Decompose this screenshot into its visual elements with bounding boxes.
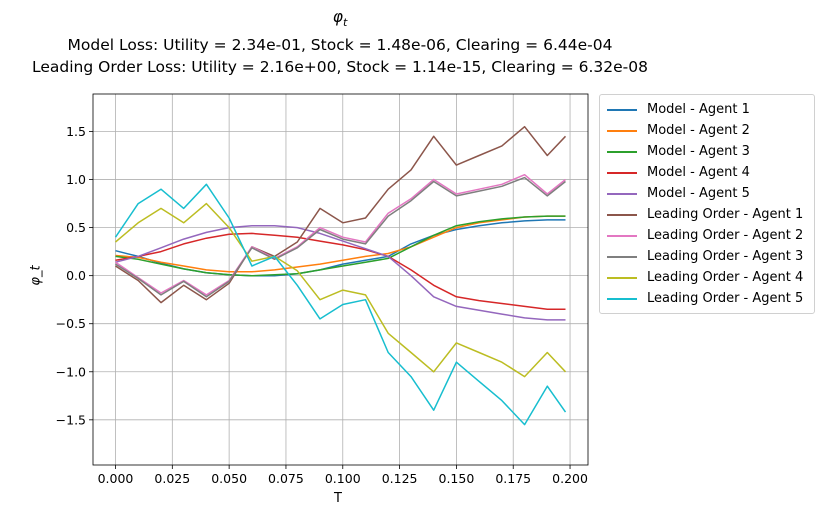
series-line-4 (115, 232, 566, 311)
series-line-3 (115, 215, 566, 277)
plot-frame (92, 93, 589, 466)
series-line-5 (115, 224, 566, 321)
legend-item: Model - Agent 1 (600, 99, 814, 120)
series-line-1 (115, 219, 566, 277)
legend-label: Leading Order - Agent 5 (647, 291, 804, 306)
legend-item: Model - Agent 4 (600, 162, 814, 183)
legend-swatch (607, 297, 637, 300)
legend-item: Leading Order - Agent 4 (600, 267, 814, 288)
x-tick-label: 0.000 (98, 471, 134, 486)
legend-label: Model - Agent 2 (647, 123, 750, 138)
x-tick-label: 0.150 (439, 471, 475, 486)
chart-title: φt (332, 8, 348, 30)
legend-item: Leading Order - Agent 1 (600, 204, 814, 225)
series-line-7 (115, 173, 566, 296)
chart-legend: Model - Agent 1 Model - Agent 2 Model - Ag… (599, 94, 815, 314)
y-tick-label: 0.5 (66, 220, 86, 235)
legend-label: Leading Order - Agent 3 (647, 249, 804, 264)
legend-swatch (607, 150, 637, 153)
legend-label: Model - Agent 1 (647, 102, 750, 117)
legend-swatch (607, 129, 637, 132)
legend-item: Model - Agent 3 (600, 141, 814, 162)
legend-label: Leading Order - Agent 1 (647, 207, 804, 222)
series-line-9 (115, 202, 567, 378)
x-tick-label: 0.175 (495, 471, 531, 486)
series-line-6 (115, 125, 567, 304)
series-line-8 (115, 176, 566, 298)
chart-subtitle-leading-loss: Leading Order Loss: Utility = 2.16e+00, … (32, 58, 648, 77)
x-tick-label: 0.025 (154, 471, 190, 486)
legend-label: Leading Order - Agent 4 (647, 270, 804, 285)
legend-item: Leading Order - Agent 2 (600, 225, 814, 246)
x-tick-label: 0.050 (211, 471, 247, 486)
legend-swatch (607, 192, 637, 195)
legend-swatch (607, 171, 637, 174)
y-tick-label: −1.5 (56, 412, 86, 427)
series-line-10 (114, 183, 567, 426)
legend-label: Model - Agent 4 (647, 165, 750, 180)
chart-title-block: φt Model Loss: Utility = 2.34e-01, Stock… (0, 6, 680, 78)
legend-label: Model - Agent 3 (647, 144, 750, 159)
x-tick-label: 0.200 (552, 471, 588, 486)
legend-label: Model - Agent 5 (647, 186, 750, 201)
legend-swatch (607, 255, 637, 258)
y-tick-label: −1.0 (56, 364, 86, 379)
y-tick-label: −0.5 (56, 316, 86, 331)
legend-label: Leading Order - Agent 2 (647, 228, 804, 243)
y-axis-label: φ_t (28, 265, 44, 286)
chart-subtitle-model-loss: Model Loss: Utility = 2.34e-01, Stock = … (67, 36, 613, 55)
legend-swatch (607, 234, 637, 237)
y-tick-label: 1.0 (66, 172, 86, 187)
legend-swatch (607, 276, 637, 279)
y-tick-label: 0.0 (66, 268, 86, 283)
legend-item: Leading Order - Agent 5 (600, 288, 814, 309)
legend-item: Leading Order - Agent 3 (600, 246, 814, 267)
x-tick-label: 0.075 (268, 471, 304, 486)
legend-item: Model - Agent 2 (600, 120, 814, 141)
x-tick-label: 0.100 (325, 471, 361, 486)
legend-swatch (607, 213, 637, 216)
x-axis-label: T (334, 491, 342, 506)
legend-swatch (607, 108, 637, 111)
legend-item: Model - Agent 5 (600, 183, 814, 204)
y-tick-label: 1.5 (66, 124, 86, 139)
x-tick-label: 0.125 (382, 471, 418, 486)
series-line-2 (115, 215, 566, 273)
